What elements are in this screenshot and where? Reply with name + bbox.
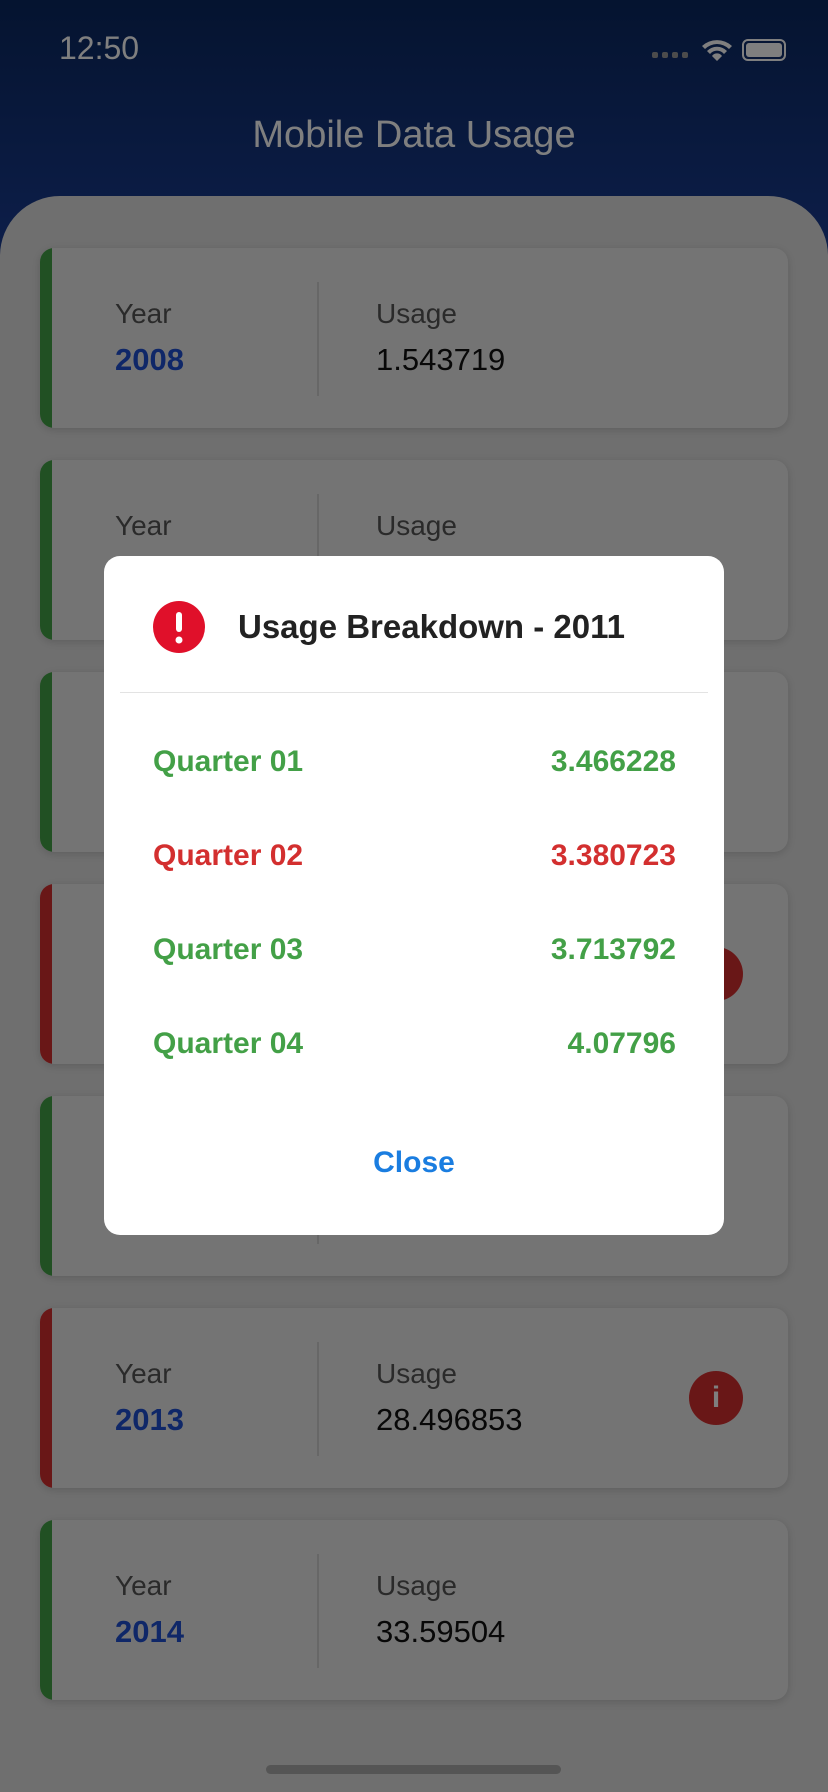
- quarter-label: Quarter 02: [153, 839, 304, 872]
- home-indicator: [266, 1765, 561, 1774]
- quarter-value: 3.713792: [550, 933, 676, 966]
- separator: [120, 692, 708, 693]
- alert-icon: [153, 601, 205, 653]
- quarter-value: 3.466228: [550, 745, 676, 778]
- quarter-value: 4.07796: [567, 1027, 676, 1060]
- dialog-title: Usage Breakdown - 2011: [238, 608, 626, 645]
- close-button[interactable]: Close: [373, 1146, 455, 1179]
- quarter-label: Quarter 01: [153, 745, 304, 778]
- quarter-label: Quarter 03: [153, 933, 304, 966]
- quarter-label: Quarter 04: [153, 1027, 304, 1060]
- dialog: Usage Breakdown - 2011 Quarter 01 3.46622…: [104, 556, 724, 1235]
- quarter-value: 3.380723: [550, 839, 676, 872]
